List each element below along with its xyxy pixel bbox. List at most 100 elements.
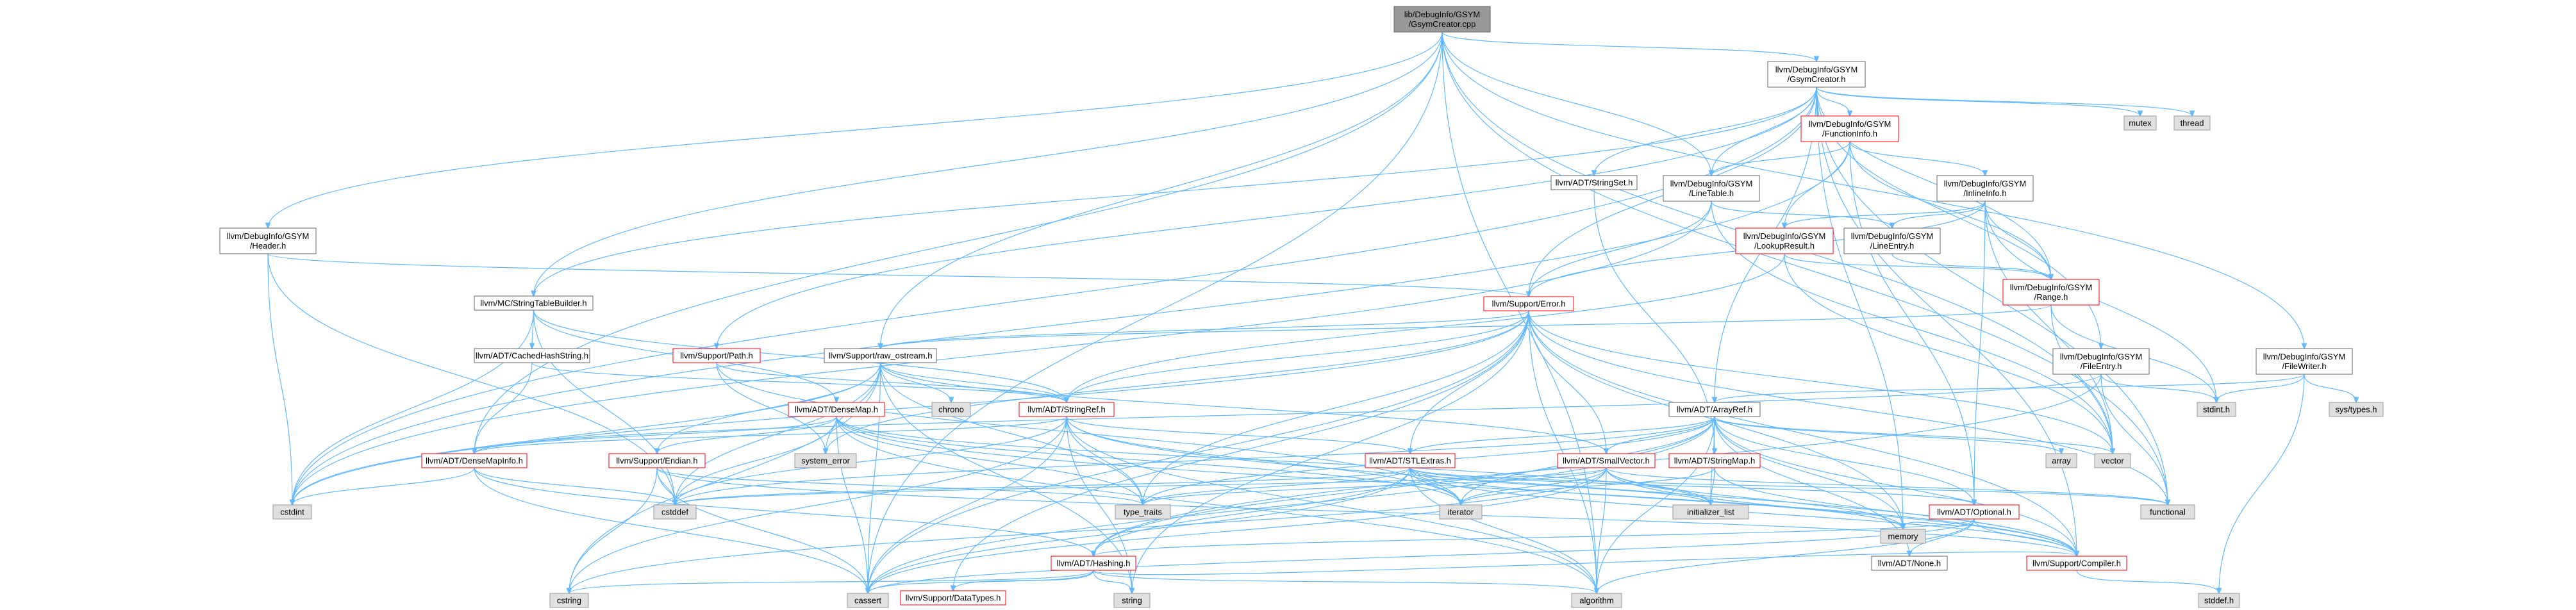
node-lineentry-box xyxy=(1843,227,1941,254)
node-stlextras[interactable]: llvm/ADT/STLExtras.h xyxy=(1365,453,1456,468)
node-root[interactable]: lib/DebugInfo/GSYM/GsymCreator.cpp xyxy=(1393,6,1491,33)
node-vector: vector xyxy=(2094,453,2131,468)
edge-smallvector-to-iterator xyxy=(1461,467,1607,505)
edge-inlineinfo-to-vector xyxy=(1984,201,2113,454)
node-functioninfo[interactable]: llvm/DebugInfo/GSYM/FunctionInfo.h xyxy=(1800,115,1899,142)
node-lookupresult[interactable]: llvm/DebugInfo/GSYM/LookupResult.h xyxy=(1735,227,1834,254)
edge-gsymcreator-to-cstdint xyxy=(292,87,1817,505)
node-densemapinfo[interactable]: llvm/ADT/DenseMapInfo.h xyxy=(421,453,528,468)
node-header[interactable]: llvm/DebugInfo/GSYM/Header.h xyxy=(219,227,317,254)
edge-raw_ostream-to-chrono xyxy=(879,362,952,402)
edge-hashing-to-cassert xyxy=(868,570,1094,593)
edge-gsymcreator-to-stringtablebuilder xyxy=(534,87,1817,296)
edge-root-to-algorithm xyxy=(1442,31,1597,593)
node-stringref-label-0: llvm/ADT/StringRef.h xyxy=(1027,405,1105,415)
node-filewriter[interactable]: llvm/DebugInfo/GSYM/FileWriter.h xyxy=(2256,348,2353,375)
node-none-box xyxy=(1871,556,1948,571)
node-error[interactable]: llvm/Support/Error.h xyxy=(1483,296,1574,311)
node-thread: thread xyxy=(2173,115,2211,131)
edge-arrayref-to-memory xyxy=(1714,416,1903,529)
edge-arrayref-to-hashing xyxy=(1093,416,1715,556)
node-optional[interactable]: llvm/ADT/Optional.h xyxy=(1929,504,2020,520)
node-linetable[interactable]: llvm/DebugInfo/GSYM/LineTable.h xyxy=(1663,175,1760,202)
node-iterator-box xyxy=(1439,504,1483,520)
node-mutex: mutex xyxy=(2123,115,2157,131)
node-cachedhashstring-label-0: llvm/ADT/CachedHashString.h xyxy=(476,351,588,361)
node-gsymcreator-label-0: llvm/DebugInfo/GSYM xyxy=(1775,65,1858,74)
node-arrayref[interactable]: llvm/ADT/ArrayRef.h xyxy=(1668,402,1761,417)
node-stdint: stdint.h xyxy=(2197,402,2236,417)
edge-arrayref-to-compiler xyxy=(1714,416,2077,556)
edge-raw_ostream-to-endian xyxy=(657,362,881,454)
edge-gsymcreator-to-thread xyxy=(1816,87,2192,116)
node-string-label-0: string xyxy=(1122,596,1142,606)
node-datatypes[interactable]: llvm/Support/DataTypes.h xyxy=(900,590,1006,606)
node-lineentry[interactable]: llvm/DebugInfo/GSYM/LineEntry.h xyxy=(1843,227,1941,254)
edge-stringtablebuilder-to-cstddef xyxy=(533,309,676,505)
node-stringref[interactable]: llvm/ADT/StringRef.h xyxy=(1018,402,1115,417)
node-none[interactable]: llvm/ADT/None.h xyxy=(1871,556,1948,571)
node-functioninfo-label-1: /FunctionInfo.h xyxy=(1822,129,1877,138)
node-gsymcreator[interactable]: llvm/DebugInfo/GSYM/GsymCreator.h xyxy=(1767,61,1866,88)
node-stringset[interactable]: llvm/ADT/StringSet.h xyxy=(1550,175,1638,190)
edge-error-to-vector xyxy=(1528,310,2113,454)
node-cstdint-label-0: cstdint xyxy=(280,507,304,517)
node-stringtablebuilder[interactable]: llvm/MC/StringTableBuilder.h xyxy=(474,295,594,311)
node-algorithm-label-0: algorithm xyxy=(1579,596,1613,606)
edge-gsymcreator-to-stringset xyxy=(1594,87,1817,176)
edge-densemapinfo-to-cassert xyxy=(474,467,868,593)
edge-root-to-raw_ostream xyxy=(881,31,1443,349)
edge-densemap-to-iterator xyxy=(836,416,1461,505)
node-hashing[interactable]: llvm/ADT/Hashing.h xyxy=(1051,556,1136,571)
node-stringmap-label-0: llvm/ADT/StringMap.h xyxy=(1674,456,1755,466)
edge-fileentry-to-stdint xyxy=(2100,374,2216,402)
node-densemap[interactable]: llvm/ADT/DenseMap.h xyxy=(788,402,885,417)
edge-smallvector-to-cstddef xyxy=(675,467,1607,505)
node-gsymcreator-box xyxy=(1767,61,1866,88)
edge-functioninfo-to-range xyxy=(1849,141,2051,279)
node-densemap-label-0: llvm/ADT/DenseMap.h xyxy=(795,405,878,415)
node-systypes: sys/types.h xyxy=(2329,402,2384,417)
edge-gsymcreator-to-linetable xyxy=(1711,87,1817,176)
edge-range-to-vector xyxy=(2050,304,2113,454)
edge-linetable-to-error xyxy=(1529,201,1712,297)
edge-fileentry-to-densemapinfo xyxy=(474,374,2102,454)
edge-gsymcreator-to-mutex xyxy=(1816,87,2140,116)
node-optional-label-0: llvm/ADT/Optional.h xyxy=(1937,507,2011,517)
node-cachedhashstring[interactable]: llvm/ADT/CachedHashString.h xyxy=(474,348,590,363)
node-path-label-0: llvm/Support/Path.h xyxy=(680,351,752,361)
edge-cachedhashstring-to-densemapinfo xyxy=(474,362,533,454)
edge-densemap-to-initializer_list xyxy=(836,416,1711,505)
node-densemap-box xyxy=(788,402,885,417)
node-inlineinfo[interactable]: llvm/DebugInfo/GSYM/InlineInfo.h xyxy=(1936,175,2034,202)
node-stdint-label-0: stdint.h xyxy=(2203,405,2230,415)
edge-smallvector-to-functional xyxy=(1606,467,2168,505)
node-raw_ostream[interactable]: llvm/Support/raw_ostream.h xyxy=(824,348,937,363)
node-compiler[interactable]: llvm/Support/Compiler.h xyxy=(2026,556,2127,571)
edge-endian-to-type_traits xyxy=(656,467,1143,505)
node-hashing-box xyxy=(1051,556,1136,571)
edge-densemap-to-cassert xyxy=(836,416,868,593)
edge-arrayref-to-algorithm xyxy=(1597,416,1715,593)
edge-error-to-compiler xyxy=(1528,310,2077,556)
node-cstddef-box xyxy=(653,504,697,520)
node-functional-label-0: functional xyxy=(2150,507,2186,517)
edge-header-to-cstdint xyxy=(267,253,292,505)
edge-stlextras-to-hashing xyxy=(1093,467,1411,556)
node-memory: memory xyxy=(1880,529,1926,544)
node-stringmap[interactable]: llvm/ADT/StringMap.h xyxy=(1668,453,1761,468)
node-endian[interactable]: llvm/Support/Endian.h xyxy=(608,453,706,468)
node-range[interactable]: llvm/DebugInfo/GSYM/Range.h xyxy=(2002,279,2100,306)
edge-optional-to-memory xyxy=(1903,518,1975,529)
edge-gsymcreator-to-memory xyxy=(1816,87,1903,529)
node-functioninfo-label-0: llvm/DebugInfo/GSYM xyxy=(1809,119,1891,129)
node-memory-label-0: memory xyxy=(1888,532,1918,541)
node-path[interactable]: llvm/Support/Path.h xyxy=(672,348,761,363)
edge-arrayref-to-cstddef xyxy=(675,416,1715,505)
edge-stringtablebuilder-to-cstdint xyxy=(292,309,535,505)
node-iterator-label-0: iterator xyxy=(1448,507,1474,517)
edge-arrayref-to-optional xyxy=(1714,416,1974,505)
node-fileentry[interactable]: llvm/DebugInfo/GSYM/FileEntry.h xyxy=(2052,348,2150,375)
node-smallvector[interactable]: llvm/ADT/SmallVector.h xyxy=(1557,453,1656,468)
edge-stringref-to-stlextras xyxy=(1066,416,1410,454)
